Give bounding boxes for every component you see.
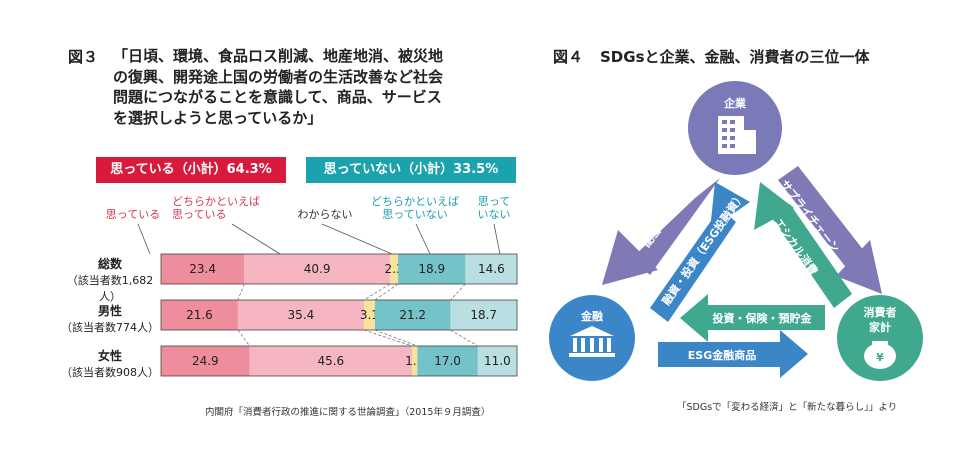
trinity-diagram: 配当リターン 融資・投資（ESG投融資） サプライチェーン エシカル消費 投資・… [549,81,923,381]
category-leader-line [137,223,151,255]
summary-no-banner: 思っていない（小計）33.5% [306,157,516,183]
node-finance-label: 金融 [580,309,603,323]
bar-value-label: 11.0 [484,354,511,368]
bar-segment-total-3 [389,254,399,284]
bar-outline-total [160,253,518,285]
bar-value-label: 21.6 [186,308,213,322]
node-company-label: 企業 [723,96,747,110]
node-consumer: 消費者 家計 ¥ [837,295,923,381]
bar-value-label: 17.0 [434,354,461,368]
node-company: 企業 [688,81,782,175]
bar-value-label: 24.9 [192,354,219,368]
bar-segment-male-3 [363,300,375,330]
category-label-somewhat-agree: どちらかといえば 思っている [172,195,260,221]
row-name-female: 女性 [97,349,122,363]
bar-segment-total-5 [465,254,518,284]
node-consumer-label-1: 消費者 [864,305,897,319]
bar-segment-total-1 [161,254,245,284]
figure4-label: 図４ [553,48,584,66]
bar-segment-total-2 [244,254,390,284]
figure4-source: 「SDGsで「変わる経済」と「新たな暮らし」」より [677,402,898,413]
category-label-agree: 思っている [105,208,161,221]
row-name-total: 総数 [97,257,122,271]
bar-connector-line [374,283,399,301]
row-name-male: 男性 [97,304,122,318]
bar-segment-male-1 [161,300,238,330]
bar-connector-line [363,283,391,301]
bar-value-label: 18.9 [418,262,445,276]
row-sub-male: （該当者数774人） [61,321,159,334]
figure3-source: 内閣府「消費者行政の推進に関する世論調査」（2015年９月調査） [205,407,491,418]
wallet-icon: ¥ [864,341,896,369]
bar-connector-line [450,283,466,301]
bar-connector-line [374,329,418,347]
arrow-savings-text: 投資・保険・預貯金 [713,311,813,325]
bar-value-label: 21.2 [399,308,426,322]
category-leader-line [321,223,393,255]
bar-segment-male-5 [450,300,517,330]
bar-value-label: 18.7 [470,308,497,322]
node-consumer-label-2: 家計 [869,320,891,334]
bar-segment-total-4 [398,254,466,284]
category-leader-line [493,223,501,255]
row-sub-total: （該当者数1,682人） [66,274,154,303]
bar-connector-line [363,329,413,347]
bar-segment-female-1 [161,346,250,376]
bar-segment-female-2 [249,346,412,376]
arrow-esg-products-text: ESG金融商品 [688,348,756,362]
bar-connector-line [237,329,250,347]
building-icon [718,116,756,154]
bar-value-label: 3.1 [360,308,379,322]
category-label-disagree: 思って いない [477,195,511,221]
bar-value-label: 35.4 [288,308,315,322]
figure4-title: SDGsと企業、金融、消費者の三位一体 [600,48,870,66]
bar-value-label: 45.6 [317,354,344,368]
bar-segment-female-3 [411,346,418,376]
bar-connector-line [237,283,245,301]
bar-segment-female-5 [477,346,517,376]
row-sub-female: （該当者数908人） [61,366,159,379]
category-label-somewhat-disagree: どちらかといえば 思っていない [371,195,459,221]
bar-value-label: 40.9 [304,262,331,276]
bar-value-label: 23.4 [189,262,216,276]
bar-segment-female-4 [417,346,478,376]
node-finance: 金融 [549,295,635,381]
arrow-esg-products: ESG金融商品 [658,330,808,378]
bar-value-label: 14.6 [478,262,505,276]
category-leader-line [231,223,281,255]
svg-text:¥: ¥ [876,351,884,364]
bar-outline-female [160,345,518,377]
stacked-bar-chart: 23.4 40.9 2.3 18.9 14.621.6 35.4 3.1 21.2 18.724… [137,223,518,377]
figure3-label: 図３ [68,48,99,66]
bank-icon [569,326,615,357]
category-leader-line [415,223,431,255]
arrow-savings: 投資・保険・預貯金 [680,294,825,342]
summary-yes-banner: 思っている（小計）64.3% [96,157,286,183]
bar-segment-male-2 [237,300,364,330]
bar-segment-male-4 [374,300,451,330]
figure3-title: 「日頃、環境、食品ロス削減、地産地消、被災地の復興、開発途上国の労働者の生活改善… [113,47,444,127]
category-label-dont-know: わからない [297,208,353,221]
bar-connector-line [450,329,479,347]
bar-outline-male [160,299,518,331]
